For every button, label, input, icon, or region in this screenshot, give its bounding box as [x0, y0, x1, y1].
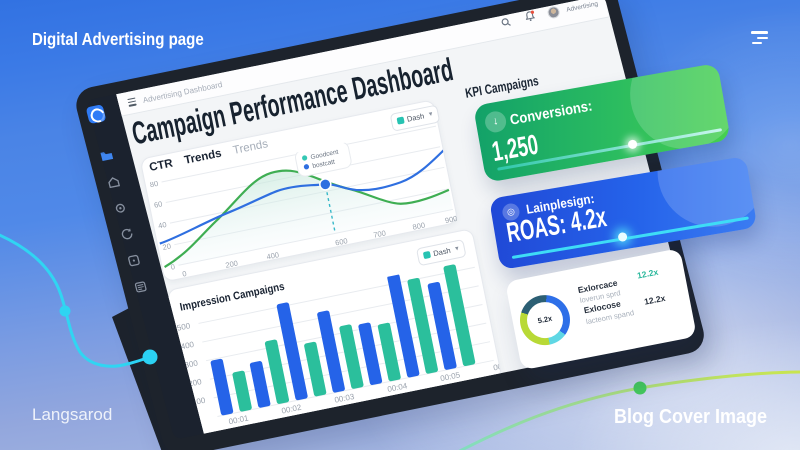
svg-text:800: 800 [412, 220, 426, 231]
svg-text:100: 100 [191, 396, 206, 408]
svg-text:600: 600 [334, 236, 348, 247]
svg-text:0: 0 [170, 262, 176, 272]
svg-text:00:05: 00:05 [440, 370, 462, 383]
svg-text:200: 200 [188, 377, 203, 389]
svg-text:00:02: 00:02 [281, 403, 303, 416]
svg-text:00:01: 00:01 [228, 413, 250, 426]
svg-text:20: 20 [162, 241, 172, 251]
svg-text:40: 40 [157, 220, 167, 230]
svg-text:00:03: 00:03 [334, 392, 356, 405]
svg-text:80: 80 [149, 179, 159, 189]
svg-text:400: 400 [266, 250, 280, 261]
svg-text:700: 700 [373, 228, 387, 239]
svg-text:60: 60 [153, 199, 163, 209]
svg-text:500: 500 [176, 321, 191, 333]
svg-text:300: 300 [184, 358, 199, 370]
svg-text:00:06: 00:06 [492, 360, 501, 373]
svg-text:900: 900 [444, 214, 457, 225]
svg-text:0: 0 [181, 269, 187, 279]
svg-text:400: 400 [180, 340, 195, 352]
svg-text:200: 200 [225, 258, 239, 269]
svg-text:00:04: 00:04 [387, 381, 409, 394]
svg-text:bostcatt: bostcatt [312, 159, 336, 170]
